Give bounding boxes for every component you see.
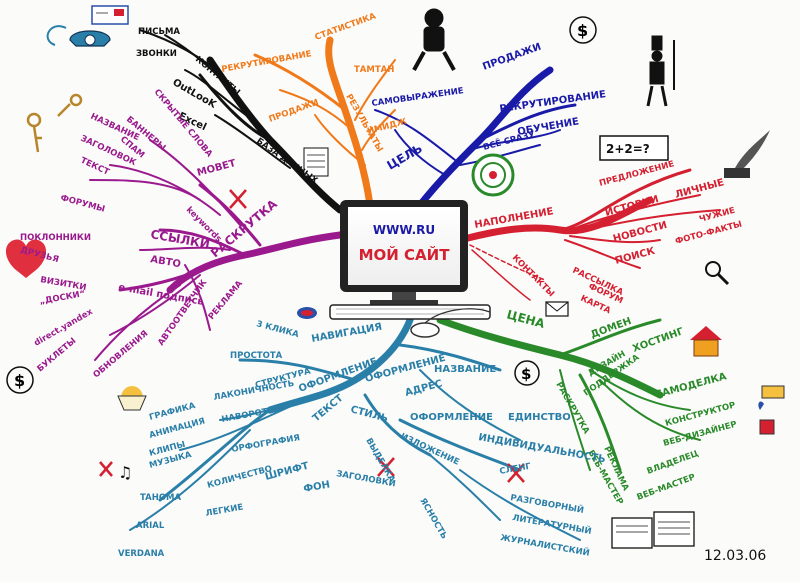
label-unity: ЕДИНСТВО — [508, 412, 571, 423]
cross-mark — [99, 189, 525, 483]
svg-text:$: $ — [14, 371, 25, 390]
branch-content — [464, 168, 721, 301]
keyboard-icon — [329, 304, 491, 320]
label-personal: ЛИЧНЫЕ — [674, 177, 726, 201]
label-quantity: КОЛИЧЕСТВО — [206, 464, 273, 491]
envelope-icon — [91, 5, 129, 25]
label-background: ФОН — [303, 479, 331, 494]
label-arial: ARIAL — [136, 521, 165, 531]
design-labels: 3 КЛИКА НАВИГАЦИЯ ПРОСТОТА СТРУКТУРА ЛАК… — [118, 319, 606, 559]
branch-goal — [374, 66, 577, 209]
label-navigation: НАВИГАЦИЯ — [311, 322, 383, 345]
svg-text:$: $ — [521, 365, 531, 383]
branch-statistics — [253, 36, 396, 209]
figure-icon — [412, 8, 456, 71]
label-style: СТИЛЬ — [349, 404, 389, 425]
label-3-clicks: 3 КЛИКА — [255, 319, 300, 340]
label-presentation: ИЗЛОЖЕНИЕ — [399, 432, 461, 468]
svg-text:$: $ — [577, 21, 588, 40]
label-stories: ИСТОРИИ — [604, 194, 660, 219]
label-auto: АВТО — [149, 254, 181, 270]
label-simplicity: ПРОСТОТА — [230, 351, 283, 361]
label-statistics: СТАТИСТИКА — [314, 11, 378, 42]
main-label-price: ЦЕНА — [505, 307, 547, 331]
flag-icon — [297, 307, 317, 319]
svg-text:♫: ♫ — [118, 463, 132, 482]
label-light: ЛЕГКИЕ — [205, 502, 244, 519]
label-photo-facts: ФОТО-ФАКТЫ — [674, 219, 743, 247]
label-letters: ПИСЬМА — [138, 27, 180, 37]
label-address: АДРЕС — [404, 378, 444, 399]
key-icon — [26, 93, 83, 153]
formula-text: 2+2=? — [606, 142, 650, 156]
mail-icon — [545, 301, 569, 317]
label-clarity: ЯСНОСТЬ — [417, 497, 448, 542]
label-self-expression: САМОВЫРАЖЕНИЕ — [371, 86, 465, 109]
music-icon: ♫ — [118, 463, 132, 482]
branch-price — [436, 316, 701, 472]
label-bells-whistles: НАВОРОТЫ — [221, 405, 278, 425]
heart-icon — [5, 239, 47, 278]
label-layout: ОФОРМЛЕНИЕ — [410, 412, 493, 423]
label-forums: ФОРУМЫ — [59, 193, 106, 215]
label-acquaintances: ПОКЛОННИКИ — [20, 233, 91, 243]
date-label: 12.03.06 — [704, 548, 766, 564]
label-autoresponder: РЕКЛАМА — [207, 279, 246, 322]
label-sales: ПРОДАЖИ — [481, 41, 543, 72]
label-offer: ПРЕДЛОЖЕНИЕ — [598, 159, 675, 189]
dollar-icon: $ $ $ — [6, 16, 597, 394]
label-verdana: VERDANA — [118, 549, 165, 559]
chick-icon — [117, 386, 147, 411]
branch-contacts — [139, 29, 344, 214]
blocks-icon — [758, 385, 785, 435]
statistics-labels: СТАТИСТИКА РЕКРУТИРОВАНИЕ ТАМТАН ПРОДАЖИ… — [221, 11, 409, 154]
magnifier-icon — [705, 261, 730, 286]
label-journalistic: ЖУРНАЛИСТСКИЙ — [499, 531, 590, 559]
label-smart: МОВЕТ — [196, 158, 237, 179]
label-hosting: ХОСТИНГ — [631, 326, 686, 355]
promotion-labels: НАЗВАНИЕ ЗАГОЛОВОК ТЕКСТ БАННЕРЫ СПАМ СК… — [19, 88, 245, 381]
label-boards: „ДОСКИ“ — [39, 289, 86, 307]
label-colloquial: РАЗГОВОРНЫЙ — [509, 491, 584, 516]
target-icon — [471, 153, 515, 197]
label-outlook: OutLooK — [171, 77, 219, 111]
label-search: ПОИСК — [614, 246, 657, 267]
label-image: ИМИДЖ — [366, 117, 408, 137]
label-text: ТЕКСТ — [79, 156, 111, 178]
site-title: МОЙ САЙТ — [359, 245, 451, 264]
label-tahoma: TAHOMA — [140, 493, 182, 503]
mouse-icon — [410, 322, 440, 338]
soldier-icon — [646, 35, 675, 107]
label-contacts-red: КОНТАКТЫ — [510, 253, 556, 299]
branch-promotion — [89, 139, 344, 361]
label-font: ШРИФТ — [264, 461, 310, 483]
label-title: НАЗВАНИЕ — [434, 364, 496, 375]
house-icon — [690, 326, 722, 357]
browser-icon — [303, 147, 329, 177]
telephone-icon — [46, 25, 111, 47]
formula-box: 2+2=? — [599, 135, 669, 161]
label-web-master-right: ВЕБ-МАСТЕР — [636, 472, 697, 502]
label-sales-orange: ПРОДАЖИ — [268, 98, 321, 125]
label-tamtan: ТАМТАН — [354, 65, 394, 75]
central-monitor — [329, 200, 491, 338]
site-url: WWW.RU — [373, 223, 435, 237]
label-calls: ЗВОНКИ — [136, 49, 177, 59]
label-spelling: ОРФОГРАФИЯ — [231, 433, 301, 455]
newspaper-icon — [611, 511, 695, 549]
label-recruiting: РЕКРУТИРОВАНИЕ — [221, 49, 313, 75]
branch-design — [129, 316, 581, 541]
content-labels: ПРЕДЛОЖЕНИЕ ИСТОРИИ ЛИЧНЫЕ НОВОСТИ ЧУЖИЕ… — [510, 159, 744, 316]
quill-icon — [724, 130, 770, 178]
label-self-made: САМОДЕЛКА — [654, 371, 728, 401]
